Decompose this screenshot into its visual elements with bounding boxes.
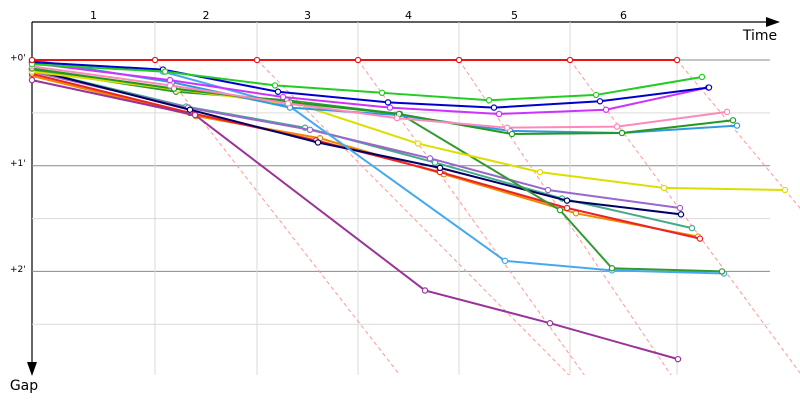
point [161, 68, 169, 75]
point [673, 56, 681, 64]
point [676, 204, 684, 212]
x-axis-label: Time [742, 28, 777, 44]
point [705, 84, 713, 91]
point [592, 91, 600, 99]
point [314, 139, 322, 146]
point [306, 126, 314, 134]
point [28, 76, 36, 84]
point [28, 56, 36, 64]
point [536, 168, 544, 176]
y-axis-label: Gap [10, 378, 38, 394]
point [677, 211, 685, 218]
point [166, 76, 174, 84]
point [660, 184, 668, 192]
point [618, 129, 626, 137]
x-axis-arrow [766, 17, 780, 27]
lap-diagonal [458, 59, 672, 376]
y-axis-arrow [27, 362, 37, 376]
point [508, 130, 516, 138]
point [271, 82, 279, 89]
x-tick-label: 3 [304, 9, 311, 22]
point [485, 97, 493, 104]
point [718, 268, 726, 275]
point [490, 104, 498, 111]
point [698, 73, 706, 81]
x-tick-label: 2 [203, 9, 210, 22]
y-tick-label: +2' [10, 265, 26, 275]
point [501, 257, 509, 265]
point [421, 287, 429, 294]
point [733, 122, 741, 129]
point [455, 56, 463, 64]
x-tick-label: 1 [90, 9, 97, 22]
point [723, 108, 731, 116]
x-tick-label: 5 [511, 9, 518, 22]
point [602, 106, 610, 113]
x-tick-label: 4 [405, 9, 412, 22]
point [378, 89, 386, 97]
series-line [31, 72, 701, 240]
y-tick-label: +0' [10, 54, 26, 64]
point [503, 124, 511, 131]
point [546, 320, 554, 327]
point [284, 100, 292, 107]
lap-diagonal [256, 59, 570, 376]
point [393, 114, 401, 122]
series-line [31, 68, 682, 216]
point [544, 186, 552, 194]
point [608, 265, 616, 272]
point [384, 99, 392, 106]
point [674, 355, 682, 363]
point [436, 164, 444, 172]
point [253, 56, 261, 64]
point [166, 82, 174, 89]
point [495, 110, 503, 118]
point [274, 88, 282, 95]
y-tick-label: +1' [10, 159, 26, 169]
point [414, 140, 422, 147]
point [696, 235, 704, 242]
point [688, 224, 696, 232]
point [563, 204, 571, 212]
point [151, 56, 159, 64]
point [191, 111, 199, 119]
point [354, 56, 362, 64]
point [613, 123, 621, 130]
point [729, 117, 737, 124]
point [781, 186, 789, 194]
point [279, 93, 287, 101]
lap-diagonal [569, 59, 800, 374]
lap-diagonal [676, 59, 800, 209]
point [426, 155, 434, 162]
point [566, 56, 574, 64]
point [556, 206, 564, 214]
point [596, 98, 604, 105]
point [186, 106, 194, 113]
point [563, 197, 571, 204]
point [386, 104, 394, 111]
x-tick-label: 6 [620, 9, 627, 22]
